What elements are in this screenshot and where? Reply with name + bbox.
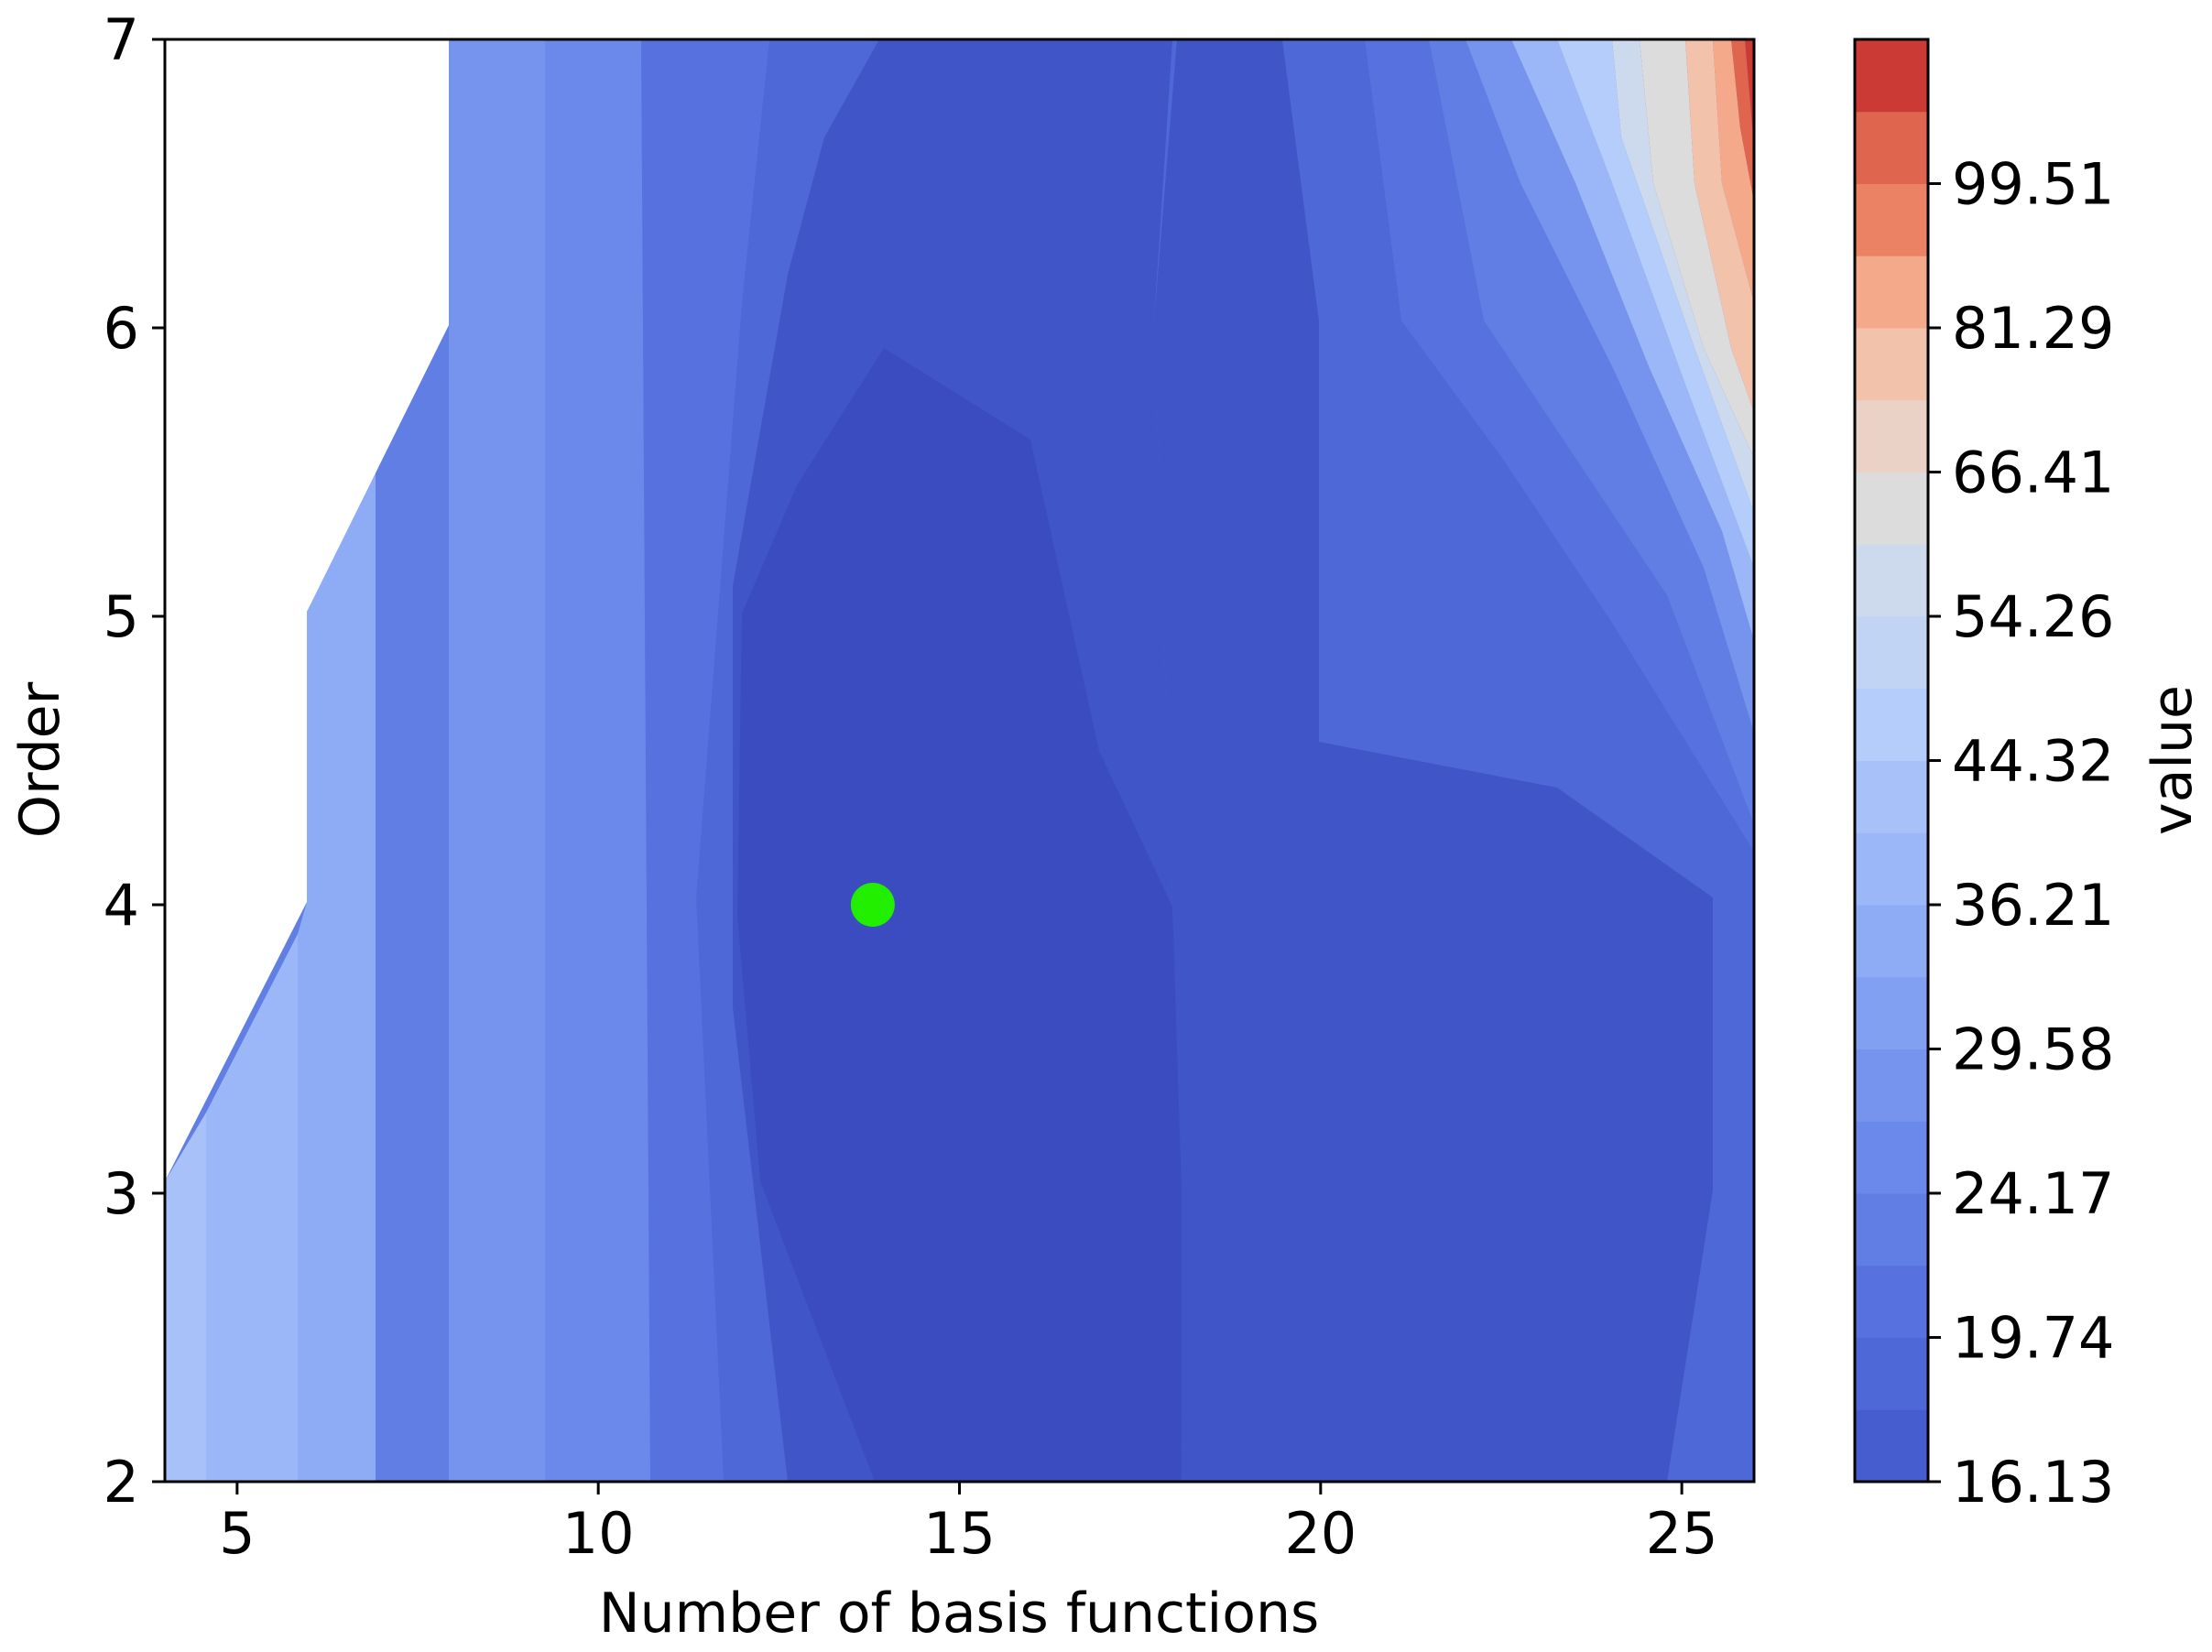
colorbar-segment — [1855, 1049, 1928, 1122]
y-tick-label: 4 — [104, 872, 139, 939]
colorbar-segment — [1855, 544, 1928, 617]
contour-band — [1731, 39, 1754, 201]
colorbar — [1855, 39, 1928, 1483]
contour-field — [165, 39, 1754, 1482]
colorbar-segment — [1855, 472, 1928, 545]
colorbar-tick-label: 36.21 — [1952, 872, 2115, 939]
nan-region — [165, 39, 449, 1181]
contour-band — [1713, 39, 1754, 302]
colorbar-segment — [1855, 1265, 1928, 1338]
x-tick-label: 10 — [562, 1500, 635, 1567]
colorbar-label: value — [2141, 685, 2205, 835]
colorbar-segment — [1855, 255, 1928, 329]
colorbar-segment — [1855, 111, 1928, 184]
colorbar-segment — [1855, 39, 1928, 113]
colorbar-tick-label: 29.58 — [1952, 1016, 2115, 1083]
colorbar-segment — [1855, 1409, 1928, 1483]
contour-band — [1365, 39, 1754, 852]
colorbar-tick-label: 81.29 — [1952, 295, 2115, 362]
colorbar-tick-label: 66.41 — [1952, 440, 2115, 506]
contour-band — [1685, 39, 1754, 412]
contour-band — [1466, 39, 1754, 733]
colorbar-tick-label: 99.51 — [1952, 151, 2115, 218]
colorbar-segment — [1855, 1121, 1928, 1194]
colorbar-segment — [1855, 399, 1928, 473]
colorbar-segment — [1855, 688, 1928, 761]
colorbar-tick-label: 44.32 — [1952, 728, 2115, 795]
colorbar-tick-label: 16.13 — [1952, 1449, 2115, 1516]
colorbar-tick-label: 19.74 — [1952, 1305, 2115, 1372]
colorbar-segment — [1855, 832, 1928, 906]
highlight-point — [850, 883, 895, 927]
contour-band — [1612, 39, 1754, 513]
y-tick-label: 3 — [104, 1160, 139, 1227]
y-tick-label: 7 — [104, 6, 139, 73]
contour-band — [641, 39, 769, 1482]
colorbar-segment — [1855, 616, 1928, 690]
contour-band — [1154, 39, 1713, 1482]
colorbar-segment — [1855, 905, 1928, 978]
x-tick-label: 20 — [1284, 1500, 1357, 1567]
y-axis-label: Order — [8, 681, 72, 838]
y-tick-label: 5 — [104, 583, 139, 650]
colorbar-ticks: 16.13 19.74 24.17 29.58 36.21 44.32 54.26 66.41… — [1928, 151, 2115, 1516]
contour-band — [206, 934, 298, 1482]
colorbar-segment — [1855, 1337, 1928, 1410]
contour-band — [1282, 39, 1754, 916]
contour-band — [1429, 39, 1754, 824]
y-axis: 2 3 4 5 6 7 — [104, 6, 165, 1516]
colorbar-tick-label: 54.26 — [1952, 583, 2115, 650]
contour-band — [1218, 39, 1246, 366]
x-tick-label: 25 — [1646, 1500, 1718, 1567]
x-axis: 5 10 15 20 25 — [219, 1482, 1718, 1567]
contour-band — [165, 1113, 206, 1482]
contour-band — [1640, 39, 1754, 458]
x-tick-label: 5 — [219, 1500, 255, 1567]
contour-band — [1557, 39, 1754, 568]
contour-band — [737, 348, 1182, 1482]
colorbar-segment — [1855, 1193, 1928, 1266]
colorbar-tick-label: 24.17 — [1952, 1160, 2115, 1227]
contour-band — [545, 39, 650, 1482]
colorbar-segment — [1855, 183, 1928, 256]
x-tick-label: 15 — [923, 1500, 996, 1567]
colorbar-segment — [1855, 328, 1928, 401]
colorbar-segment — [1855, 760, 1928, 833]
y-tick-label: 2 — [104, 1449, 139, 1516]
y-tick-label: 6 — [104, 295, 139, 362]
contour-band — [298, 467, 376, 1482]
colorbar-segment — [1855, 976, 1928, 1049]
contour-band — [1745, 39, 1754, 147]
x-axis-label: Number of basis functions — [599, 1581, 1319, 1646]
contour-band — [449, 39, 545, 1482]
